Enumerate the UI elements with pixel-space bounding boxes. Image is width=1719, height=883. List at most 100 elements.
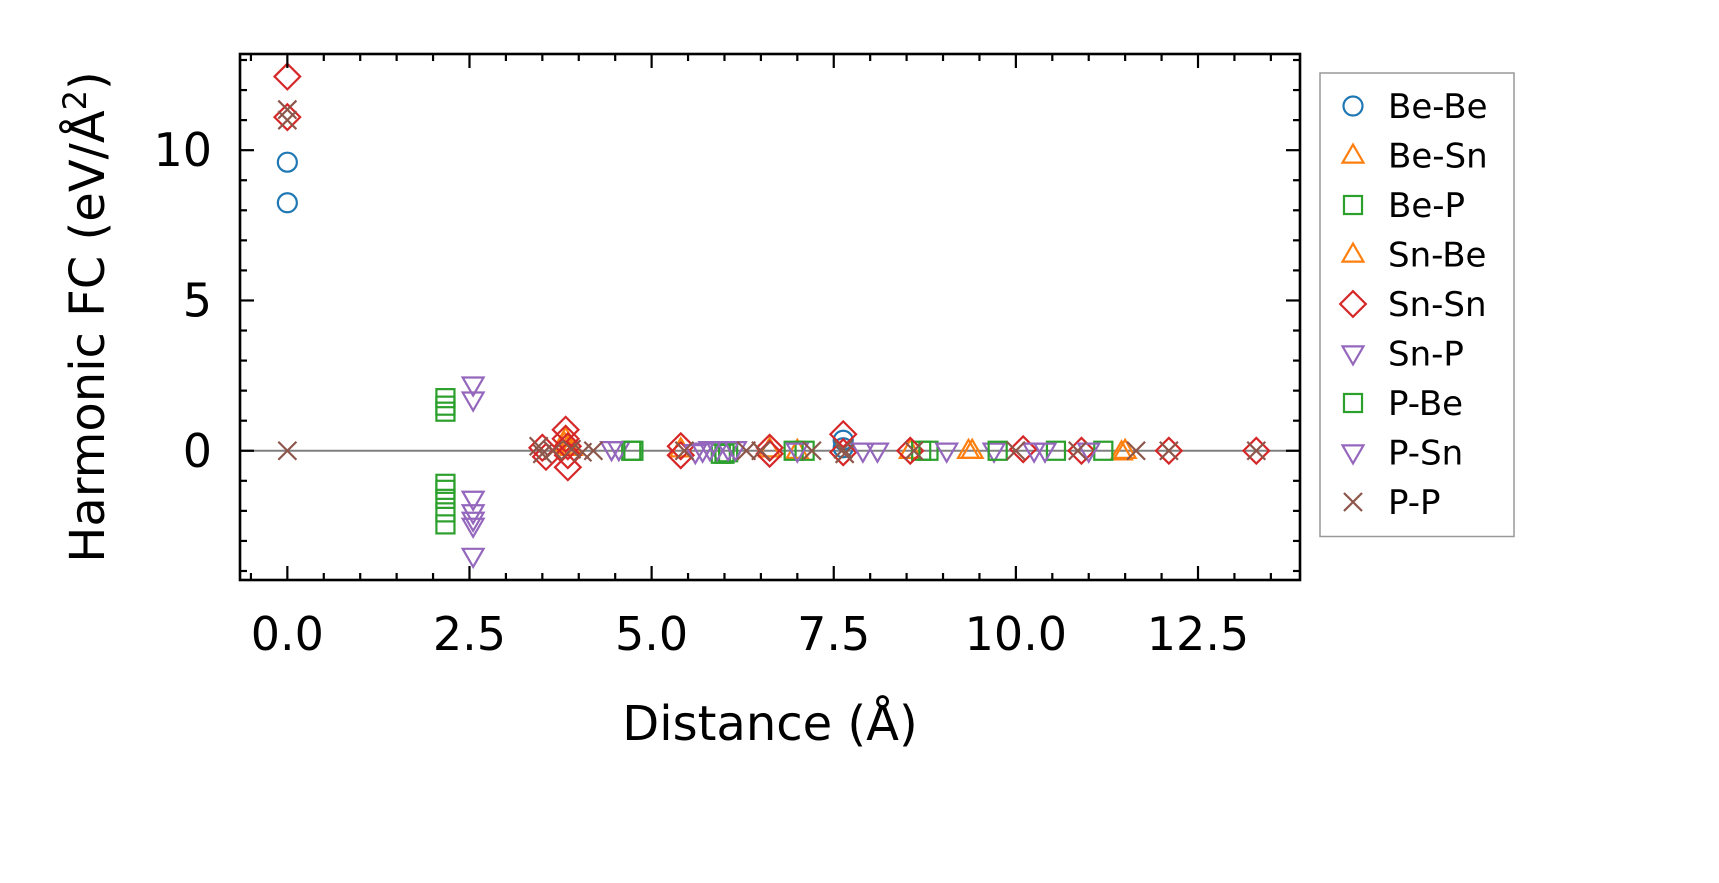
data-point-be-sn <box>1112 437 1138 459</box>
x-tick-label: 0.0 <box>251 607 324 661</box>
data-point-sn-p <box>460 490 486 512</box>
data-point-p-sn <box>723 441 748 463</box>
data-point-be-p <box>435 401 456 422</box>
legend-entry-p-p: P-P <box>1343 483 1441 523</box>
series-be-p <box>435 388 1067 535</box>
legend-label: Be-Sn <box>1388 137 1488 177</box>
legend-entry-p-sn: P-Sn <box>1340 434 1463 474</box>
legend-marker-p-p <box>1343 492 1363 512</box>
legend-marker-p-sn <box>1340 444 1366 466</box>
data-point-be-p <box>1045 440 1067 461</box>
legend-marker-be-sn <box>1340 142 1366 164</box>
legend-marker-sn-be <box>1340 241 1366 263</box>
legend-marker-be-be <box>1342 95 1364 117</box>
legend-entry-be-p: Be-P <box>1342 186 1465 226</box>
data-point-sn-p <box>460 547 486 570</box>
data-point-sn-sn <box>553 452 583 482</box>
legend-box <box>1319 72 1515 538</box>
x-tick-label: 7.5 <box>797 607 870 661</box>
data-point-p-be <box>918 440 939 461</box>
data-point-p-p <box>1006 440 1026 461</box>
data-point-p-p <box>277 440 298 461</box>
data-point-sn-sn <box>551 424 581 454</box>
legend-label: P-Be <box>1388 384 1463 424</box>
data-point-p-p <box>904 440 924 461</box>
legend-label: Sn-Sn <box>1388 285 1487 325</box>
y-tick-label: 10 <box>153 123 212 177</box>
data-point-sn-sn <box>553 431 583 461</box>
data-point-sn-p <box>460 511 486 534</box>
legend-label: P-Sn <box>1388 434 1463 474</box>
legend-entry-sn-be: Sn-Be <box>1340 236 1486 276</box>
x-tick-label: 12.5 <box>1147 607 1249 661</box>
legend-label: Be-P <box>1388 186 1465 226</box>
data-point-sn-p <box>460 517 486 540</box>
legend-entry-be-be: Be-Be <box>1342 87 1488 127</box>
data-point-sn-sn <box>1241 436 1271 466</box>
data-point-p-sn <box>865 442 890 464</box>
data-point-p-p <box>1246 440 1267 461</box>
data-point-p-p <box>561 439 582 460</box>
legend-entry-be-sn: Be-Sn <box>1340 137 1488 177</box>
data-point-sn-p <box>850 442 876 464</box>
data-point-p-sn <box>934 442 960 464</box>
legend-marker-p-be <box>1342 392 1364 414</box>
y-tick-labels: 0 5 10 <box>153 123 212 478</box>
data-point-sn-sn <box>1154 436 1184 466</box>
data-point-p-sn <box>697 441 723 463</box>
y-axis-label-main: Harmonic FC (eV/Å <box>59 110 116 563</box>
data-point-p-p <box>751 440 771 461</box>
data-point-sn-sn <box>527 433 557 463</box>
data-point-sn-sn <box>1008 434 1038 464</box>
data-point-p-p <box>1159 440 1179 461</box>
legend-label: Be-Be <box>1388 87 1488 127</box>
legend-label: P-P <box>1388 483 1441 523</box>
data-point-p-p <box>1126 440 1146 461</box>
x-tick-label: 10.0 <box>965 607 1067 661</box>
legend-marker-sn-p <box>1340 345 1366 367</box>
y-tick-label: 5 <box>183 273 212 327</box>
data-point-p-be <box>714 443 735 464</box>
data-point-sn-sn <box>755 433 785 463</box>
data-point-p-p <box>277 110 298 130</box>
series-sn-p <box>460 376 1058 570</box>
data-point-p-sn <box>784 442 810 464</box>
data-point-p-be <box>987 440 1008 461</box>
y-axis-label-superscript: 2 <box>56 90 94 110</box>
ticks-layer <box>240 54 1300 580</box>
legend-label: Sn-P <box>1388 335 1464 375</box>
data-point-p-p <box>1068 440 1088 461</box>
x-axis-label: Distance (Å) <box>622 695 917 752</box>
data-point-p-sn <box>1076 442 1102 464</box>
data-point-sn-p <box>460 504 486 526</box>
legend-entry-sn-sn: Sn-Sn <box>1338 285 1487 325</box>
legend: Be-Be Be-Sn Be-P Sn-Be Sn-Sn Sn-P P-Be P-Sn P-P <box>1319 72 1515 538</box>
data-point-p-be <box>623 440 644 461</box>
data-point-p-p <box>583 440 604 461</box>
data-point-p-sn <box>1021 442 1047 464</box>
legend-entry-p-be: P-Be <box>1342 384 1463 424</box>
data-point-be-be <box>276 151 298 173</box>
legend-entry-sn-p: Sn-P <box>1340 335 1464 375</box>
series-p-sn <box>599 441 1102 466</box>
legend-label: Sn-Be <box>1388 236 1486 276</box>
data-point-p-p <box>543 440 564 461</box>
data-point-sn-be <box>1109 439 1134 461</box>
y-axis-label-close: ) <box>60 71 116 90</box>
data-point-p-p <box>802 440 822 461</box>
data-point-p-p <box>674 440 695 461</box>
data-point-be-p <box>435 502 456 523</box>
data-point-p-p <box>834 443 855 464</box>
data-point-sn-p <box>690 442 715 464</box>
legend-marker-be-p <box>1342 194 1364 216</box>
data-point-sn-sn <box>553 440 583 470</box>
y-tick-label: 0 <box>183 424 212 478</box>
data-point-sn-sn <box>828 419 858 449</box>
x-tick-label: 5.0 <box>615 607 688 661</box>
data-point-sn-p <box>460 391 486 413</box>
data-point-sn-p <box>460 376 486 398</box>
plot-frame <box>238 52 1302 582</box>
y-axis-label: Harmonic FC (eV/Å2) <box>56 71 116 563</box>
x-tick-label: 2.5 <box>433 607 506 661</box>
